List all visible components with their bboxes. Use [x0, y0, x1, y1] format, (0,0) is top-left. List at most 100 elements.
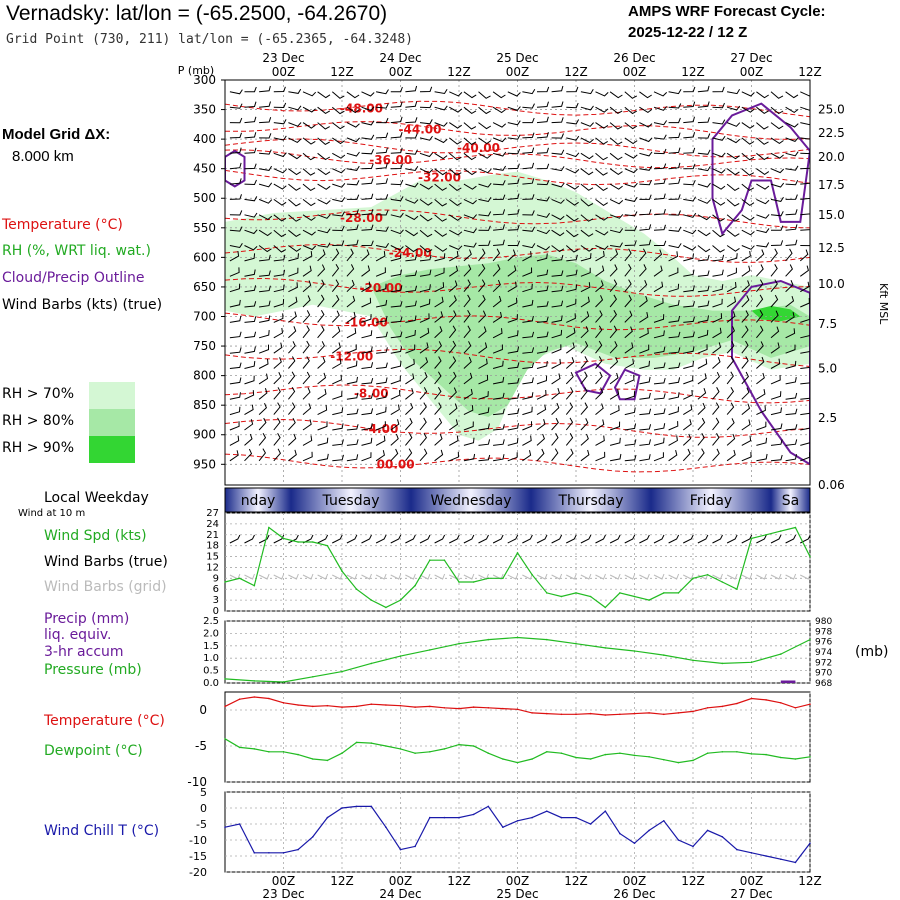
wind-barb	[507, 437, 519, 446]
wind-barb	[668, 117, 681, 124]
dewpoint-series-point	[736, 751, 738, 753]
wind-barb	[653, 208, 666, 216]
wind-barb	[273, 448, 281, 462]
wind-barb	[493, 424, 505, 431]
wind-barb-true	[551, 534, 563, 544]
bottom-time-label: 12Z	[330, 874, 354, 888]
bottom-time-label: 00Z	[389, 874, 413, 888]
wind-barb	[229, 103, 243, 109]
wind-barb	[683, 331, 695, 339]
wind-barb	[507, 134, 521, 140]
wind-barb	[712, 417, 720, 431]
wind-chill-series-point	[750, 852, 753, 854]
wind-barb	[317, 228, 331, 234]
wind-speed-series-point	[502, 577, 504, 580]
rh80-region	[371, 254, 810, 417]
wind-barb-grid	[595, 573, 606, 580]
wind-barb	[244, 163, 257, 170]
p-tick-label: 450	[193, 162, 216, 176]
wind-barb	[756, 264, 764, 277]
wind-chill-series-point	[341, 807, 343, 809]
wind-barb	[463, 264, 472, 277]
wind-barb	[507, 148, 521, 155]
wind-barb	[756, 405, 766, 416]
wind-barb	[361, 91, 375, 97]
wind-barb	[741, 199, 755, 207]
wind-barb	[770, 374, 781, 385]
wind-barb	[434, 417, 443, 431]
wind-barb-true	[639, 534, 650, 544]
wind-barb	[609, 294, 618, 308]
wind-barb	[478, 168, 492, 174]
wind-barb	[258, 198, 273, 204]
temperature-tick-label: -5	[195, 739, 207, 753]
wind-barb	[639, 239, 652, 246]
wind-barb	[653, 178, 666, 185]
wind-barb-grid	[551, 573, 563, 580]
wind-barb	[536, 179, 550, 186]
wind-barb	[493, 194, 506, 200]
wind-barb	[419, 86, 433, 93]
wind-barb	[288, 326, 297, 339]
wind-barb	[726, 449, 736, 462]
wind-barb	[273, 198, 287, 206]
wind-barb	[609, 341, 618, 354]
wind-barb	[493, 224, 505, 231]
wind-barb	[463, 437, 475, 446]
wind-barb	[741, 152, 755, 161]
wind-barb	[317, 242, 331, 248]
wind-barb	[346, 224, 359, 231]
temperature-series-point	[663, 713, 665, 716]
wind-barb	[449, 251, 459, 262]
wind-barb	[697, 402, 706, 415]
wind-barb	[566, 313, 576, 323]
wind-barb	[756, 198, 770, 205]
wind-barb	[419, 342, 429, 354]
temperature-series-point	[765, 699, 767, 701]
wind-barb	[712, 448, 720, 462]
wind-barb	[332, 439, 344, 446]
wind-barb	[551, 402, 560, 415]
wind-barb	[244, 86, 257, 93]
wind-speed-series-point	[780, 530, 782, 532]
wind-barb	[229, 315, 242, 323]
wind-barb	[273, 168, 287, 174]
wind-barb-true	[609, 534, 621, 544]
wind-barb	[259, 85, 271, 93]
wind-barb	[361, 178, 374, 185]
wind-chill-tick-label: -15	[189, 850, 207, 863]
temperature-series-point	[516, 708, 519, 711]
wind-barb	[346, 328, 357, 339]
wind-chill-series-point	[487, 805, 490, 808]
wind-barb	[419, 214, 433, 222]
pressure-series-point	[312, 676, 314, 678]
wind-barb	[361, 240, 374, 246]
wind-barb-true	[624, 534, 636, 544]
temperature-series-point	[341, 706, 343, 708]
wind-barb	[405, 270, 418, 277]
legend-temp2: Temperature (°C)	[44, 713, 165, 729]
wind-barb	[624, 122, 638, 130]
wind-barb	[770, 454, 783, 462]
wind-barb	[273, 372, 282, 385]
wind-barb	[405, 433, 413, 446]
wind-barb	[712, 284, 724, 293]
wind-barb	[405, 165, 419, 172]
wind-chill-series-point	[326, 816, 329, 819]
wind-barb	[522, 251, 532, 262]
wind-barb	[478, 454, 491, 462]
wind-barb-true	[492, 534, 504, 544]
temperature-series-point	[370, 703, 373, 705]
wind-barb	[565, 387, 574, 400]
weekday-strip-frame	[224, 487, 811, 513]
precip-tick-label: 0.0	[203, 678, 219, 689]
temperature-series-point	[794, 707, 797, 709]
wind-barb	[244, 375, 255, 385]
wind-barb	[800, 167, 810, 170]
wind-barb	[639, 106, 653, 114]
wind-barb	[434, 449, 444, 462]
wind-barb	[683, 179, 696, 186]
wind-barb	[565, 402, 574, 415]
wind-chill-series-point	[721, 836, 724, 838]
wind-barb	[609, 168, 623, 176]
